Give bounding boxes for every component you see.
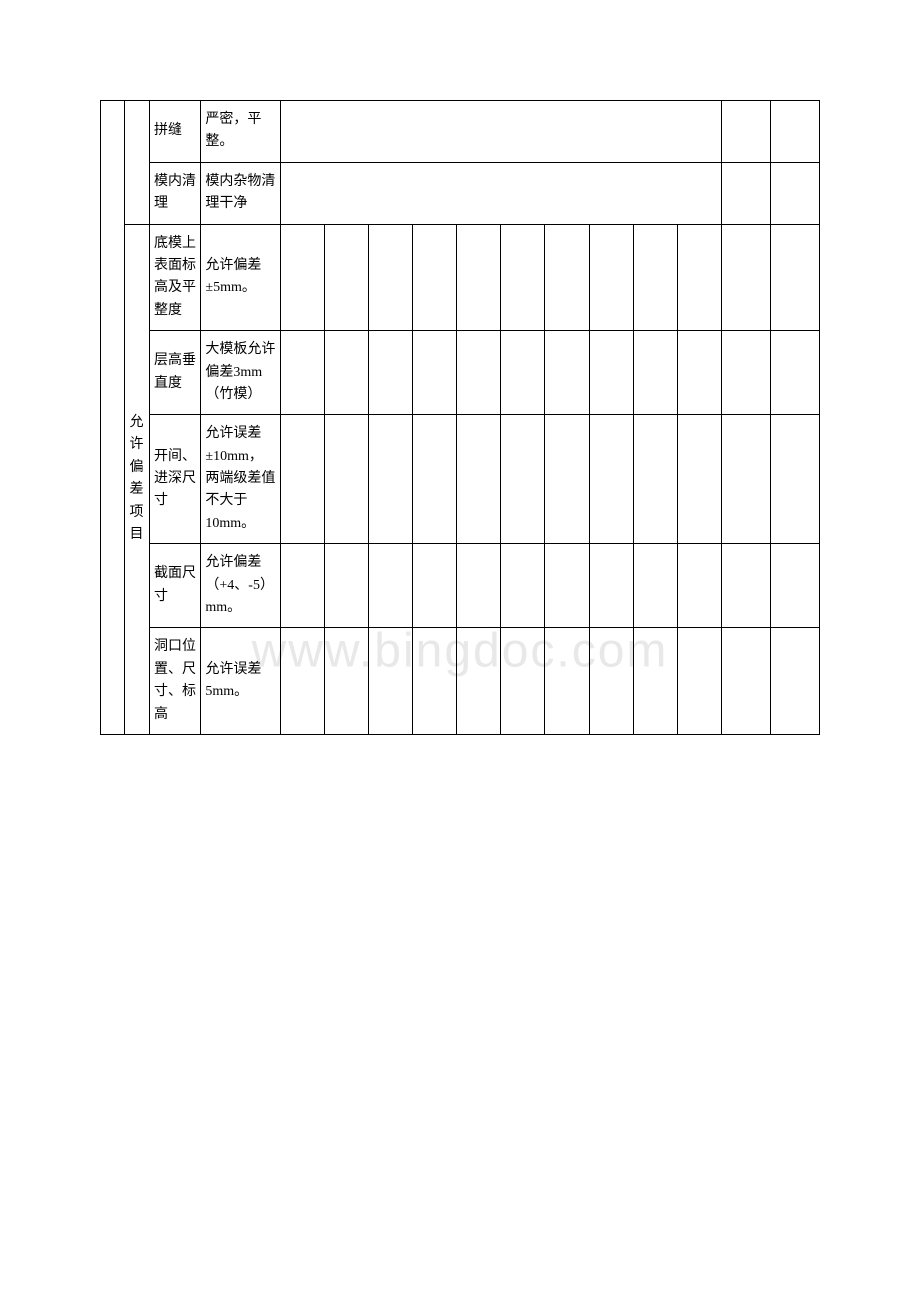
cell-item: 拼缝 [149,101,200,163]
cell-item: 底模上表面标高及平整度 [149,224,200,331]
table-row: 开间、进深尺寸 允许误差±10mm，两端级差值不大于10mm。 [101,415,820,544]
cell-data-merged [280,101,721,163]
cell-data [369,224,413,331]
cell-data [633,415,677,544]
cell-data [633,544,677,628]
cell-data [325,628,369,735]
table-row: 层高垂直度 大模板允许偏差3mm（竹模） [101,331,820,415]
cell-item: 层高垂直度 [149,331,200,415]
cell-data [721,162,770,224]
cell-data [589,415,633,544]
cell-spec: 严密，平整。 [201,101,281,163]
cell-data [501,331,545,415]
cell-data [413,415,457,544]
cell-data [413,224,457,331]
cell-data [457,544,501,628]
cell-data [677,331,721,415]
cell-data [280,415,324,544]
table-row: 洞口位置、尺寸、标高 允许误差5mm。 [101,628,820,735]
cell-data [545,224,589,331]
cell-spec: 允许偏差±5mm。 [201,224,281,331]
cell-data [721,331,770,415]
cell-data [721,415,770,544]
cell-data [280,224,324,331]
cell-seq [101,101,125,735]
cell-category [125,101,149,225]
table-row: 拼缝 严密，平整。 [101,101,820,163]
cell-data [457,224,501,331]
cell-data [501,224,545,331]
cell-data [721,544,770,628]
cell-data [633,331,677,415]
cell-data [369,331,413,415]
cell-data [413,331,457,415]
cell-spec: 允许误差±10mm，两端级差值不大于10mm。 [201,415,281,544]
cell-data [325,544,369,628]
cell-data [770,331,819,415]
inspection-table: 拼缝 严密，平整。 模内清理 模内杂物清理干净 允许偏差项目 底模上表面标高及平… [100,100,820,735]
cell-category: 允许偏差项目 [125,224,149,734]
cell-data [457,628,501,735]
cell-data [589,331,633,415]
cell-data [413,544,457,628]
cell-data [545,415,589,544]
cell-data [721,628,770,735]
cell-spec: 大模板允许偏差3mm（竹模） [201,331,281,415]
cell-data [325,331,369,415]
cell-spec: 允许误差5mm。 [201,628,281,735]
cell-item: 模内清理 [149,162,200,224]
cell-data [677,544,721,628]
cell-data [325,224,369,331]
cell-data [501,628,545,735]
cell-item: 截面尺寸 [149,544,200,628]
cell-data [589,628,633,735]
cell-data [677,628,721,735]
table-row: 允许偏差项目 底模上表面标高及平整度 允许偏差±5mm。 [101,224,820,331]
cell-data [770,628,819,735]
cell-data [770,544,819,628]
cell-data [770,101,819,163]
cell-data-merged [280,162,721,224]
cell-item: 开间、进深尺寸 [149,415,200,544]
cell-spec: 模内杂物清理干净 [201,162,281,224]
cell-data [677,224,721,331]
cell-data [721,101,770,163]
cell-data [457,415,501,544]
cell-data [589,544,633,628]
cell-data [280,544,324,628]
cell-data [369,544,413,628]
cell-data [545,628,589,735]
cell-data [545,544,589,628]
cell-data [369,415,413,544]
cell-item: 洞口位置、尺寸、标高 [149,628,200,735]
table-row: 模内清理 模内杂物清理干净 [101,162,820,224]
table-row: 截面尺寸 允许偏差（+4、-5）mm。 [101,544,820,628]
cell-data [721,224,770,331]
cell-data [677,415,721,544]
cell-data [770,224,819,331]
cell-spec: 允许偏差（+4、-5）mm。 [201,544,281,628]
cell-data [770,415,819,544]
cell-data [545,331,589,415]
cell-data [457,331,501,415]
cell-data [413,628,457,735]
cell-data [501,544,545,628]
cell-data [589,224,633,331]
cell-data [633,628,677,735]
cell-data [280,628,324,735]
cell-data [280,331,324,415]
cell-data [369,628,413,735]
cell-data [501,415,545,544]
cell-data [770,162,819,224]
cell-data [633,224,677,331]
cell-data [325,415,369,544]
